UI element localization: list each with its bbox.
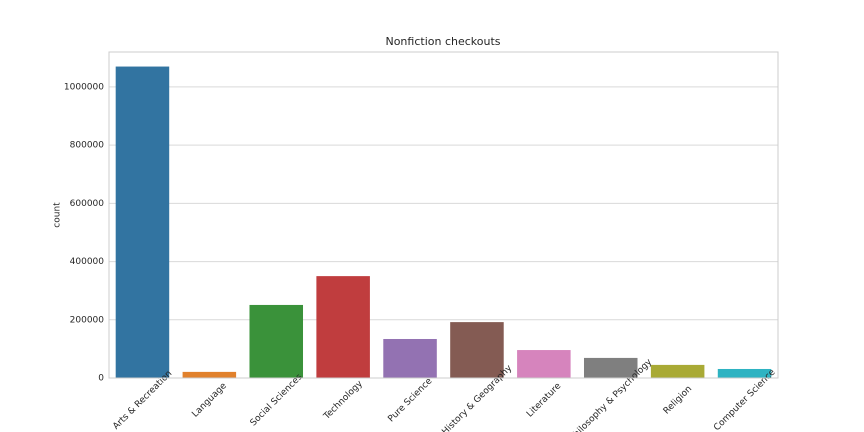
- bar: [450, 322, 504, 378]
- y-tick-label: 200000: [70, 315, 105, 325]
- chart-title: Nonfiction checkouts: [385, 35, 500, 48]
- y-tick-label: 600000: [70, 199, 105, 209]
- bar: [249, 304, 304, 378]
- bar: [182, 371, 237, 378]
- bar: [316, 276, 370, 378]
- y-tick-label: 0: [98, 374, 104, 384]
- bar: [650, 364, 705, 378]
- bar: [115, 66, 170, 378]
- y-tick-label: 800000: [70, 141, 105, 151]
- bar: [517, 350, 571, 378]
- y-tick-label: 1000000: [64, 82, 104, 92]
- plot-frame: [108, 51, 779, 379]
- bar: [717, 368, 772, 378]
- y-tick-label: 400000: [70, 257, 105, 267]
- bar: [583, 357, 638, 378]
- y-axis-label: count: [53, 202, 63, 228]
- bar: [383, 338, 437, 378]
